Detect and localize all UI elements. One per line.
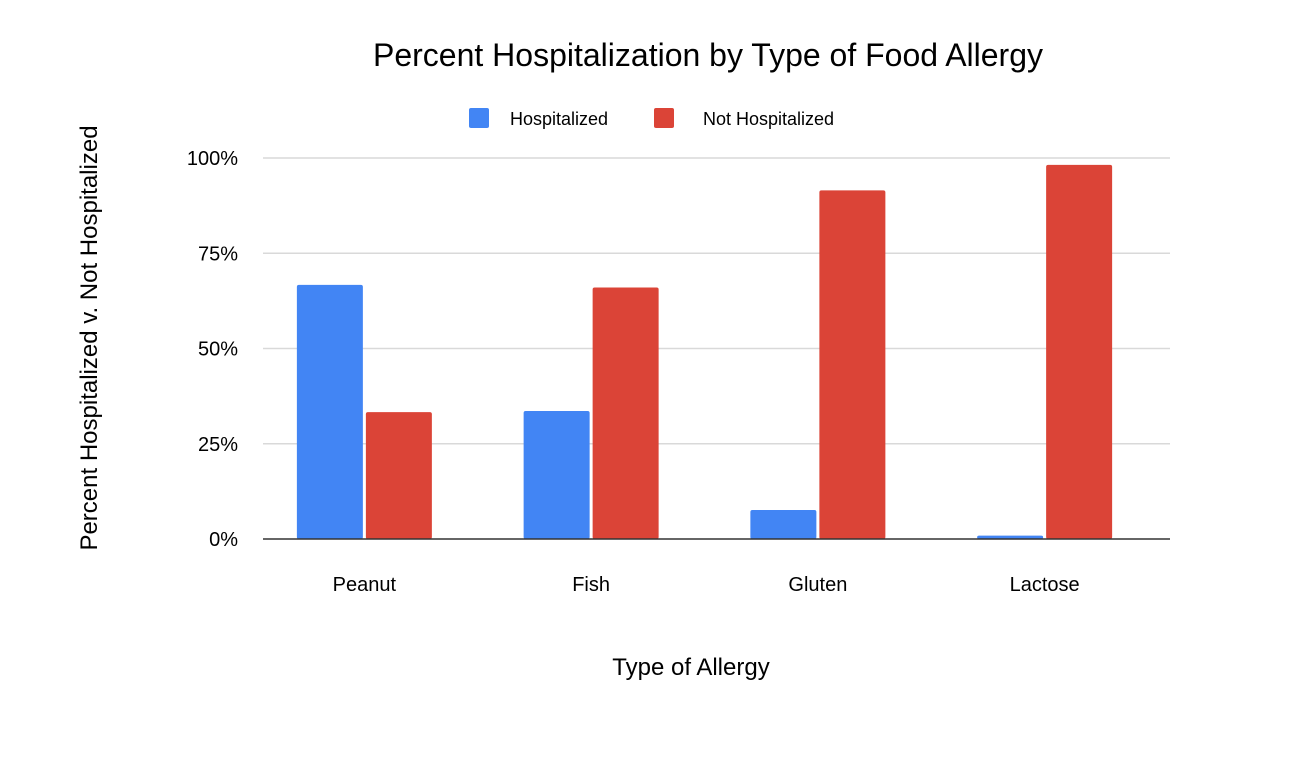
y-tick-label: 25% bbox=[198, 434, 238, 456]
bar-peanut-hospitalized bbox=[296, 284, 363, 539]
x-tick-label: Gluten bbox=[788, 574, 847, 596]
chart-title: Percent Hospitalization by Type of Food … bbox=[373, 37, 1043, 73]
legend: Hospitalized Not Hospitalized bbox=[469, 108, 834, 129]
x-tick-label: Lactose bbox=[1010, 574, 1080, 596]
y-tick-label: 50% bbox=[198, 339, 238, 361]
y-axis-label: Percent Hospitalized v. Not Hospitalized bbox=[76, 125, 103, 550]
bar-fish-hospitalized bbox=[523, 410, 590, 539]
bar-gluten-not-hospitalized bbox=[819, 190, 886, 539]
y-tick-label: 0% bbox=[209, 529, 238, 551]
x-tick-label: Fish bbox=[572, 574, 610, 596]
legend-label-hospitalized: Hospitalized bbox=[510, 109, 608, 129]
x-axis-label: Type of Allergy bbox=[612, 654, 769, 681]
legend-swatch-not-hospitalized bbox=[654, 108, 674, 128]
legend-label-not-hospitalized: Not Hospitalized bbox=[703, 109, 834, 129]
y-tick-label: 75% bbox=[198, 243, 238, 265]
x-tick-label: Peanut bbox=[333, 574, 397, 596]
bar-peanut-not-hospitalized bbox=[365, 412, 432, 539]
legend-swatch-hospitalized bbox=[469, 108, 489, 128]
bar-lactose-not-hospitalized bbox=[1046, 164, 1113, 539]
y-tick-label: 100% bbox=[187, 148, 238, 170]
bar-lactose-hospitalized bbox=[977, 535, 1044, 539]
bar-gluten-hospitalized bbox=[750, 510, 817, 539]
bar-fish-not-hospitalized bbox=[592, 287, 659, 539]
